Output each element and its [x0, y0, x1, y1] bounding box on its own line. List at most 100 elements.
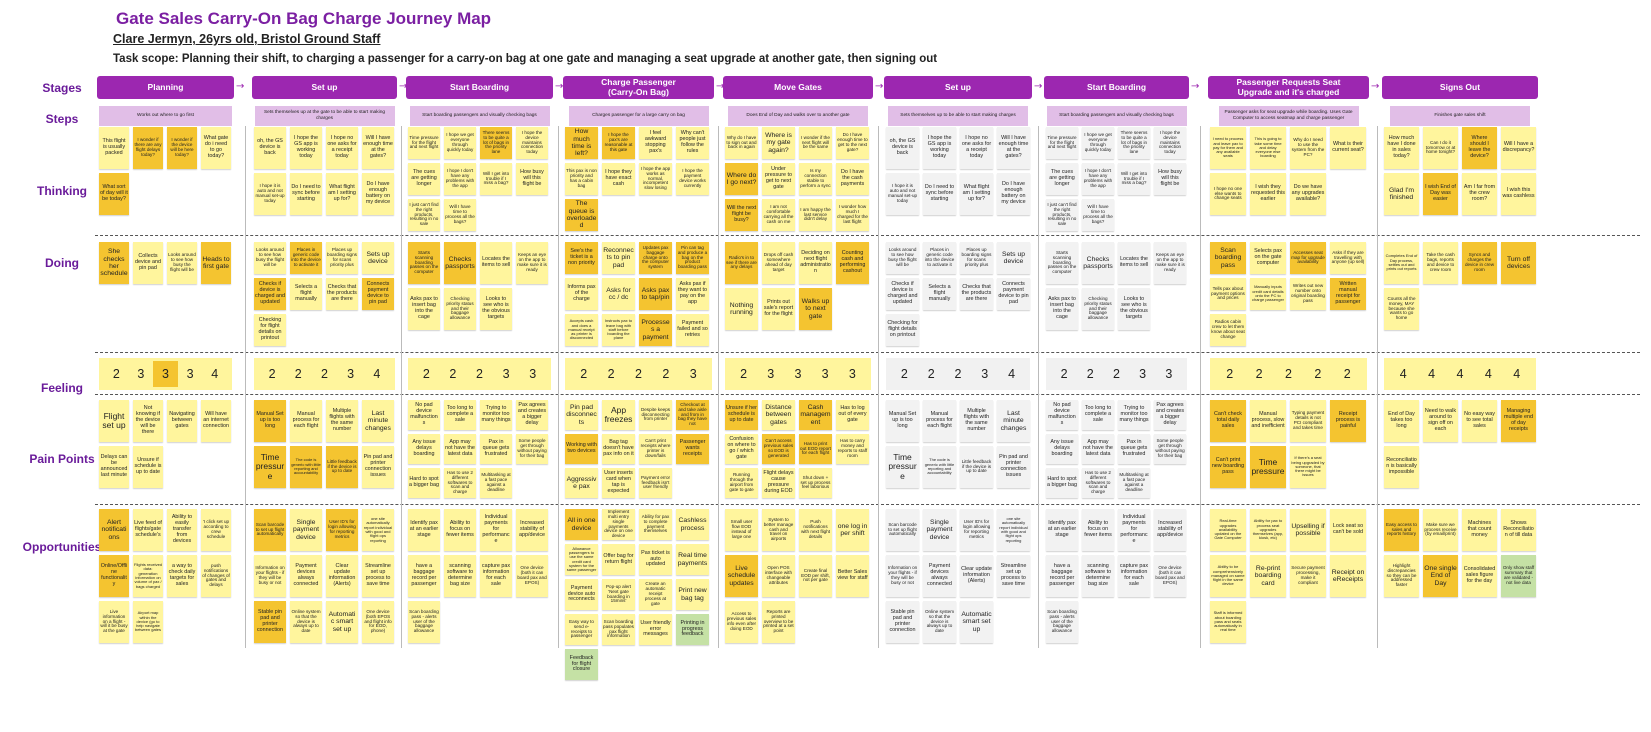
note-text: Some people get through without paying f… [517, 438, 547, 458]
sticky-note: Asks pax to insert bag into the cage [408, 288, 440, 330]
sticky-note: Streamline set up process to save time [997, 555, 1030, 597]
note-text: I hope the device maintains connection t… [520, 129, 544, 155]
note-text: capture pax information for each sale [1119, 563, 1149, 587]
stage-arrow-icon: → [1371, 81, 1380, 92]
note-text: Keeps an eye on the app to make sure it … [517, 252, 547, 272]
sticky-note: This pax is non priority and has a cabin… [565, 163, 598, 195]
sticky-note: Upselling if possible [1290, 509, 1326, 551]
sticky-note: One device (both EPOS and flight info fo… [362, 601, 394, 643]
thinking-notes: oh, the GS device is back I hope the GS a… [252, 125, 397, 233]
sticky-note: Counts all the money, MAY because she wa… [1384, 288, 1419, 330]
stage-header[interactable]: Passenger Requests Seat Upgrade and it's… [1208, 76, 1369, 99]
note-text: Flights received data: generation inform… [134, 562, 163, 589]
note-text: Connects payment device to pin pad [998, 281, 1029, 305]
note-text: User friendly error messages [640, 619, 671, 638]
pain-notes: No pad device malfunctions Too long to co… [1044, 398, 1189, 502]
sticky-note: Live feed of flights/gate schedule's [133, 509, 163, 551]
sticky-note: Lock seat so can't be sold [1330, 509, 1366, 551]
sticky-note: Why can't people just follow the rules [676, 127, 709, 159]
stage-header[interactable]: Signs Out [1382, 76, 1538, 99]
sticky-note: System to better manage cash and travel … [762, 509, 795, 551]
note-text: One single End of Day [1424, 565, 1457, 587]
note-text: capture pax information for each sale [481, 563, 511, 587]
note-text: Upselling if possible [1291, 522, 1325, 537]
note-text: Checking priority status and their bagga… [446, 295, 474, 321]
note-text: Trying to monitor too many things [481, 405, 511, 423]
sticky-note: Scan boarding pass [1210, 242, 1246, 274]
note-text: Glad I'm finished [1388, 186, 1415, 201]
sticky-note: This flight is usually packed [99, 127, 129, 169]
note-text: Manual Set up is too long [888, 411, 917, 429]
note-text: User ID's for login allowing for reporti… [962, 519, 991, 539]
sticky-note: Drops off cash somewhere ahead of day ta… [762, 242, 795, 284]
feeling-scores: 2 2 2 2 2 [1210, 358, 1367, 390]
doing-notes: Completes End of Day process, settles ou… [1382, 240, 1538, 350]
sticky-note: Will I have time to process all the bags… [444, 199, 476, 231]
sticky-note: Manual process for each flight [290, 400, 322, 442]
sticky-note: one site automatically report individual… [997, 509, 1030, 551]
sticky-note: a way to check daily targets for sales [167, 555, 197, 597]
note-text: Syncs and charges the device in crew roo… [1464, 252, 1495, 272]
sticky-note: No pad device malfunctions [1046, 400, 1078, 430]
column-divider [1377, 126, 1378, 648]
note-text: Pax ticket is auto updated [641, 549, 670, 568]
sticky-note: Individual payments for performance [480, 509, 512, 551]
sticky-note: Do I need to sync before starting [290, 173, 322, 215]
note-text: scanning software to determine bag size [446, 563, 474, 587]
note-text: There seems to be quite a lot of bags in… [1120, 129, 1148, 155]
note-text: I hope it is auto and not manual set-up … [255, 183, 285, 203]
sticky-note: I hope it is auto and not manual set-up … [886, 173, 919, 215]
sticky-note: I just can't find the right products, re… [408, 199, 440, 231]
sticky-note: Streamline set up process to save time [362, 555, 394, 597]
sticky-note: Pax agrees and creates a bigger delay [516, 400, 548, 430]
sticky-note: Checks if device is charged and updated [254, 278, 286, 310]
note-text: I hope the device maintains connection t… [1158, 129, 1182, 155]
note-text: Locates the items to sell [481, 256, 511, 268]
note-text: Time pressure [255, 452, 285, 481]
feeling-score: 4 [1399, 367, 1407, 381]
note-text: Checkout at and take aisle and from in b… [678, 401, 707, 427]
note-text: I wish they requested this earlier [1251, 184, 1285, 202]
note-text: Single payment device [926, 519, 953, 541]
sticky-note: Checks if device is charged and updated [886, 278, 919, 310]
feeling-score: 2 [1255, 367, 1263, 381]
sticky-note: I hope we get everyone through quickly t… [1082, 127, 1114, 159]
sticky-note: Airport map within the device (go to hel… [133, 601, 163, 643]
sticky-note: Multiple flights with the same number [960, 400, 993, 442]
stage-header[interactable]: Planning [97, 76, 234, 99]
note-text: Will have an internet connection [202, 411, 230, 429]
step-description: Sets themselves up at the gate to be abl… [254, 106, 395, 126]
stage-header[interactable]: Start Boarding [1044, 76, 1189, 99]
note-text: Time pressure [1251, 456, 1285, 476]
note-text: Checks that the products are there [327, 284, 357, 302]
column-divider [401, 126, 402, 648]
note-text: Asks pax to tap/pin [641, 286, 670, 301]
stage-header[interactable]: Start Boarding [406, 76, 553, 99]
sticky-note: Can't check total daily sales [1210, 400, 1246, 442]
note-text: No easy way to see total sales [1464, 411, 1495, 429]
stage-header[interactable]: Move Gates [723, 76, 873, 99]
note-text: Trying to monitor too many things [1119, 405, 1149, 423]
note-text: Little feedback if the device is up to d… [961, 458, 992, 474]
note-text: Online system so that the device is alwa… [291, 608, 321, 634]
sticky-note: Time pressure [1250, 446, 1286, 488]
note-text: Prints out sale's report for the flight [763, 299, 794, 317]
note-text: Clear update information (Alerts) [961, 566, 992, 584]
sticky-note: Need to walk around to sign off on each [1423, 400, 1458, 442]
note-text: App may not have the latest data [1083, 439, 1113, 457]
sticky-note: I am happy the last service didn't delay [799, 199, 832, 231]
feeling-score: 3 [1139, 367, 1147, 381]
sticky-note: have a baggage record per passenger [408, 555, 440, 597]
note-text: Completes End of Day process, settles ou… [1385, 253, 1418, 272]
stage-header[interactable]: Charge Passenger (Carry-On Bag) [563, 76, 714, 99]
stage-header[interactable]: Set up [884, 76, 1032, 99]
sticky-note: Manual process for each flight [923, 400, 956, 442]
feeling-score: 3 [848, 367, 856, 381]
sticky-note: Pax in queue gets frustrated [480, 434, 512, 464]
note-text: Increased stability of app/device [1156, 520, 1184, 538]
sticky-note: Live schedule updates [725, 555, 758, 597]
stage-header[interactable]: Set up [252, 76, 397, 99]
thinking-notes: Why do I have to sign out and back in ag… [723, 125, 873, 233]
sticky-note: Updates pax baggage charge onto the comp… [639, 242, 672, 274]
thinking-notes: oh, the GS device is back I hope the GS a… [884, 125, 1032, 233]
